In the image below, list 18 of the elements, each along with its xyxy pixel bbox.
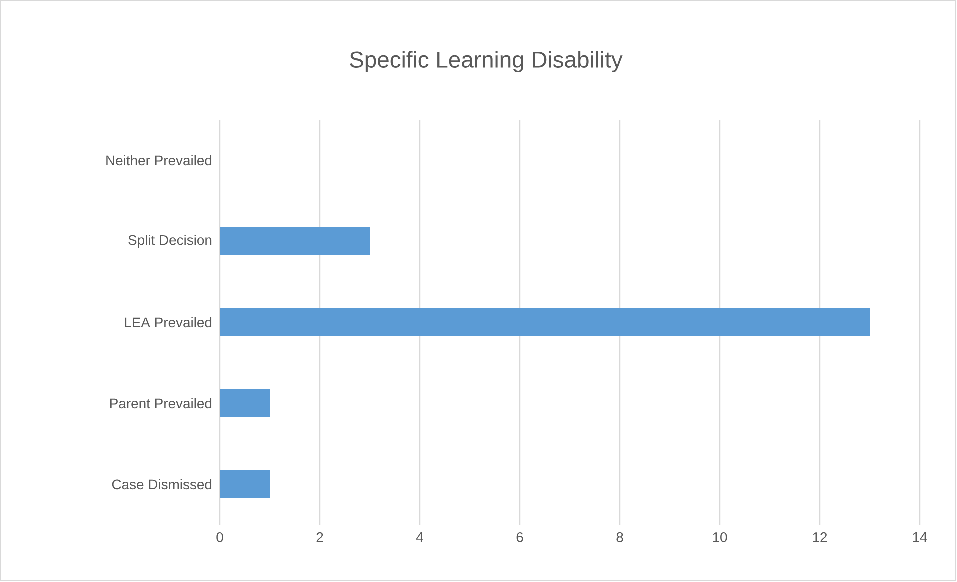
x-tick-label: 12 xyxy=(813,532,828,542)
y-tick-label: Case Dismissed xyxy=(112,479,212,490)
x-tick-label: 4 xyxy=(416,532,424,542)
y-tick-label: Neither Prevailed xyxy=(106,155,212,166)
chart-title: Specific Learning Disability xyxy=(350,51,623,72)
x-tick-label: 10 xyxy=(713,532,728,542)
bar xyxy=(220,308,870,336)
bar xyxy=(220,389,270,418)
x-tick-label: 14 xyxy=(913,532,928,542)
x-tick-label: 0 xyxy=(216,532,224,542)
y-tick-label: LEA Prevailed xyxy=(125,317,212,328)
x-tick-label: 6 xyxy=(516,532,524,542)
y-tick-label: Parent Prevailed xyxy=(110,398,212,409)
bar xyxy=(220,470,270,498)
y-tick-label: Split Decision xyxy=(128,234,212,248)
x-tick-label: 2 xyxy=(316,532,324,542)
x-tick-label: 8 xyxy=(616,532,624,542)
bar xyxy=(220,227,370,256)
